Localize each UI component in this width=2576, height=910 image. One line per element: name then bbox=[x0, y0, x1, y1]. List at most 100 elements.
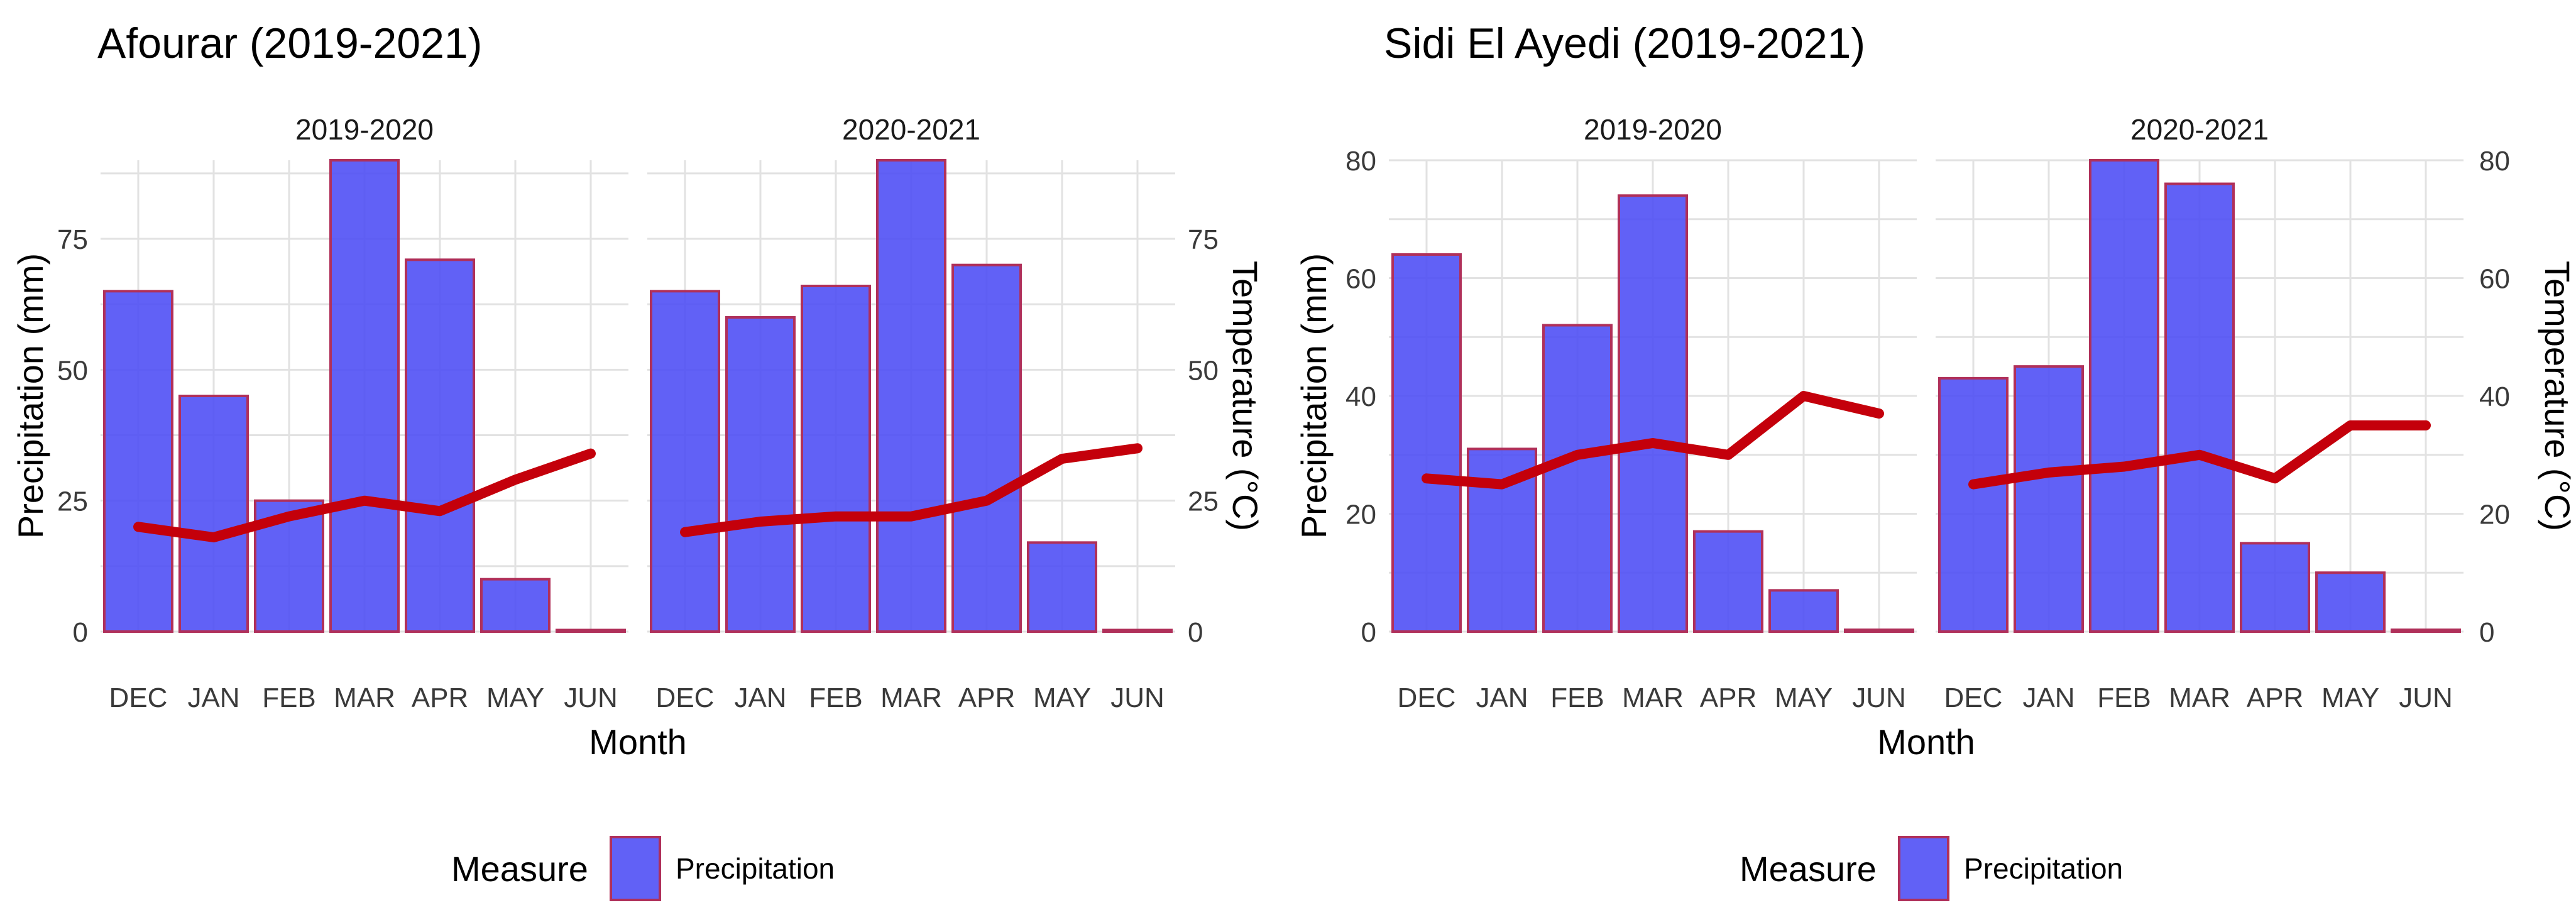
x-tick-label: MAR bbox=[1622, 682, 1684, 713]
y-tick-label: 40 bbox=[1346, 381, 1376, 412]
bar-precipitation bbox=[2315, 571, 2386, 633]
y-axis-title: Precipitation (mm) bbox=[1294, 253, 1334, 539]
facet-label: 2020-2021 bbox=[2130, 113, 2269, 146]
x-tick-label: FEB bbox=[262, 682, 316, 713]
bar-precipitation bbox=[801, 285, 871, 633]
y-tick-label: 80 bbox=[1346, 146, 1376, 177]
bar-precipitation bbox=[480, 578, 551, 633]
x-tick-label: DEC bbox=[1398, 682, 1456, 713]
bar-precipitation bbox=[650, 290, 720, 633]
bar-precipitation bbox=[2240, 542, 2310, 633]
y2-axis-title: Temperature (°C) bbox=[2538, 261, 2576, 531]
bar-precipitation bbox=[951, 263, 1022, 633]
line-temperature bbox=[133, 448, 596, 542]
bar-precipitation bbox=[2014, 365, 2084, 633]
y2-tick-label: 50 bbox=[1188, 355, 1219, 386]
x-tick-label: JUN bbox=[1852, 682, 1906, 713]
x-tick-label: APR bbox=[958, 682, 1015, 713]
bar-precipitation bbox=[1938, 376, 2009, 633]
line-temperature bbox=[1422, 391, 1884, 490]
y2-axis-title: Temperature (°C) bbox=[1225, 261, 1265, 531]
chart-title: Sidi El Ayedi (2019-2021) bbox=[1384, 19, 1865, 67]
bar-precipitation bbox=[329, 159, 400, 633]
bar-precipitation bbox=[1542, 324, 1613, 633]
x-tick-label: JAN bbox=[2022, 682, 2075, 713]
y-tick-label: 0 bbox=[73, 617, 88, 648]
y2-tick-label: 25 bbox=[1188, 486, 1219, 517]
line-temperature bbox=[680, 443, 1143, 537]
x-tick-label: FEB bbox=[2097, 682, 2151, 713]
x-tick-label: MAY bbox=[1775, 682, 1833, 713]
x-tick-label: MAR bbox=[2169, 682, 2230, 713]
x-tick-label: FEB bbox=[809, 682, 863, 713]
y2-tick-label: 75 bbox=[1188, 224, 1219, 255]
y-tick-label: 75 bbox=[57, 224, 88, 255]
y2-tick-label: 60 bbox=[2479, 264, 2510, 295]
chart-1: Afourar (2019-2021) 2019-2020 DEC JAN FEB MAR… bbox=[11, 19, 1265, 901]
x-tick-label: APR bbox=[412, 682, 468, 713]
x-tick-label: MAY bbox=[486, 682, 544, 713]
x-tick-label: MAR bbox=[880, 682, 942, 713]
y-tick-label: 25 bbox=[57, 486, 88, 517]
x-tick-label: DEC bbox=[109, 682, 168, 713]
bar-precipitation bbox=[2089, 159, 2159, 633]
legend-title: Measure bbox=[1740, 849, 1877, 889]
facet-label: 2019-2020 bbox=[295, 113, 434, 146]
bar-precipitation bbox=[725, 316, 796, 633]
bar-precipitation bbox=[103, 290, 173, 633]
y2-tick-label: 40 bbox=[2479, 381, 2510, 412]
bar-precipitation bbox=[1768, 589, 1839, 633]
legend-label: Precipitation bbox=[1964, 852, 2123, 885]
x-tick-label: DEC bbox=[1944, 682, 2003, 713]
bar-precipitation bbox=[1693, 530, 1763, 633]
bar-precipitation bbox=[556, 628, 626, 633]
y-tick-label: 50 bbox=[57, 355, 88, 386]
x-tick-label: APR bbox=[2247, 682, 2303, 713]
legend-swatch bbox=[610, 836, 661, 901]
facet-label: 2019-2020 bbox=[1584, 113, 1722, 146]
x-tick-label: MAY bbox=[2321, 682, 2379, 713]
y-tick-label: 0 bbox=[1361, 617, 1376, 648]
bar-precipitation bbox=[1102, 628, 1173, 633]
x-tick-label: MAY bbox=[1033, 682, 1091, 713]
x-tick-label: JUN bbox=[564, 682, 618, 713]
x-tick-label: JUN bbox=[2399, 682, 2453, 713]
bar-precipitation bbox=[1391, 253, 1462, 633]
bar-precipitation bbox=[2164, 182, 2235, 633]
facet-panel: 2019-2020 DEC JAN FEB MAR APR MAY JUN bbox=[101, 113, 628, 713]
bar-precipitation bbox=[178, 395, 249, 633]
x-axis-title: Month bbox=[589, 722, 687, 762]
x-tick-label: JUN bbox=[1110, 682, 1165, 713]
x-tick-label: DEC bbox=[656, 682, 715, 713]
x-tick-label: FEB bbox=[1550, 682, 1604, 713]
bar-precipitation bbox=[1027, 541, 1097, 633]
x-tick-label: APR bbox=[1700, 682, 1757, 713]
y-axis-title: Precipitation (mm) bbox=[11, 253, 50, 539]
x-tick-label: JAN bbox=[734, 682, 786, 713]
x-tick-label: MAR bbox=[334, 682, 395, 713]
legend: Measure Precipitation bbox=[451, 836, 835, 901]
legend-title: Measure bbox=[451, 849, 588, 889]
line-temperature bbox=[1968, 420, 2431, 490]
facet-label: 2020-2021 bbox=[842, 113, 980, 146]
y2-tick-label: 0 bbox=[1188, 617, 1203, 648]
bar-precipitation bbox=[876, 159, 946, 633]
x-tick-label: JAN bbox=[1476, 682, 1528, 713]
facet-panel: 2020-2021 DEC JAN FEB MAR APR MAY JUN bbox=[647, 113, 1175, 713]
chart-2: Sidi El Ayedi (2019-2021) 2019-2020 DEC JAN… bbox=[1294, 19, 2576, 901]
bar-precipitation bbox=[405, 258, 475, 633]
x-tick-label: JAN bbox=[187, 682, 239, 713]
legend-swatch bbox=[1898, 836, 1949, 901]
legend: Measure Precipitation bbox=[1740, 836, 2123, 901]
y2-tick-label: 0 bbox=[2479, 617, 2494, 648]
x-axis-title: Month bbox=[1877, 722, 1975, 762]
facet-panel: 2019-2020 DEC JAN FEB MAR APR MAY JUN bbox=[1389, 113, 1917, 713]
bar-precipitation bbox=[1618, 194, 1688, 633]
facet-panel: 2020-2021 DEC JAN FEB MAR APR MAY JUN bbox=[1936, 113, 2464, 713]
legend-label: Precipitation bbox=[676, 852, 835, 885]
y-tick-label: 60 bbox=[1346, 264, 1376, 295]
bar-precipitation bbox=[2391, 628, 2461, 633]
y2-tick-label: 80 bbox=[2479, 146, 2510, 177]
bar-precipitation bbox=[1844, 628, 1914, 633]
